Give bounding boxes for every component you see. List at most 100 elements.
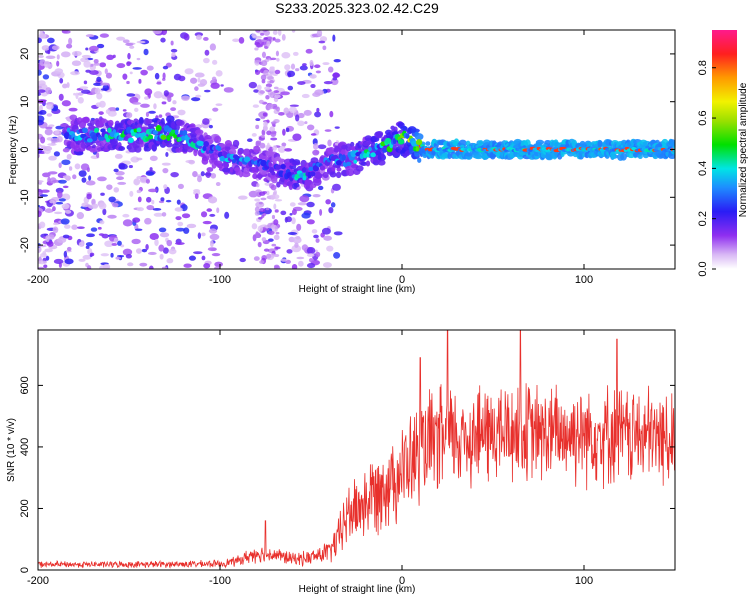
spectrogram-noise-cell [54,68,64,74]
spectrogram-noise-cell [256,84,262,91]
spectrogram-noise-cell [170,40,174,46]
spectrogram-noise-cell [145,111,150,117]
spectrogram-noise-cell [129,71,133,75]
spectrogram-noise-cell [223,87,234,93]
spectrogram-noise-cell [312,194,321,198]
spectrogram-noise-cell [197,83,206,87]
spectrogram-noise-cell [170,107,177,112]
spectrogram-noise-cell [289,104,299,107]
spectrogram-x-label: Height of straight line (km) [299,284,416,295]
spectrogram-ridge-halo [417,157,422,163]
spectrogram-noise-cell [261,79,266,84]
spectrogram-noise-cell [287,85,294,91]
spectrogram-noise-cell [49,200,55,204]
spectrogram-noise-cell [55,201,64,205]
spectrogram-noise-cell [141,248,148,253]
spectrogram-noise-cell [304,121,308,125]
spectrogram-y-tick-label: 10 [19,96,31,108]
spectrogram-ridge-halo [276,181,281,188]
spectrogram-noise-cell [295,114,300,122]
spectrogram-noise-cell [291,244,302,253]
spectrogram-ridge-halo [228,148,237,156]
spectrogram-noise-cell [83,60,91,68]
spectrogram-noise-cell [68,107,78,112]
spectrogram-noise-cell [122,219,133,227]
spectrogram-noise-cell [122,248,133,256]
spectrogram-noise-cell [146,196,152,203]
spectrogram-ridge-cell [93,127,99,134]
spectrogram-noise-cell [96,76,102,83]
spectrogram-ridge-cell [198,140,205,147]
spectrogram-noise-cell [212,107,219,112]
spectrogram-noise-cell [44,248,53,253]
spectrogram-noise-cell [76,212,85,220]
spectrogram-noise-cell [62,185,69,189]
spectrogram-noise-cell [66,153,72,160]
spectrogram-noise-cell [122,73,128,80]
spectrogram-noise-cell [97,176,107,182]
spectrogram-noise-cell [138,78,142,84]
spectrogram-noise-cell [170,48,178,53]
spectrogram-ridge-cell [253,156,258,162]
spectrogram-noise-cell [272,145,278,151]
spectrogram-ridge-halo [216,163,223,169]
spectrogram-ridge-cell [98,136,105,141]
spectrogram-noise-cell [158,244,165,252]
spectrogram-noise-cell [270,121,277,125]
spectrogram-ridge-cell [375,150,382,156]
spectrogram-noise-cell [260,74,267,81]
spectrogram-noise-cell [275,231,280,235]
spectrogram-noise-cell [211,253,221,257]
spectrogram-noise-cell [77,92,84,96]
spectrogram-ridge-cell [100,128,106,133]
spectrogram-noise-cell [175,227,186,232]
spectrogram-noise-cell [135,248,142,254]
spectrogram-noise-cell [287,70,296,77]
spectrogram-noise-cell [290,63,296,70]
spectrogram-noise-cell [220,84,224,87]
spectrogram-noise-cell [99,220,105,225]
spectrogram-noise-cell [262,112,268,117]
spectrogram-ridge-cell [86,138,93,143]
spectrogram-noise-cell [106,54,114,61]
spectrogram-noise-cell [94,87,101,95]
spectrogram-noise-cell [200,211,208,218]
snr-x-tick-label: 0 [399,575,405,587]
spectrogram-noise-cell [263,248,270,252]
spectrogram-noise-cell [301,244,309,251]
spectrogram-noise-cell [40,189,50,193]
spectrogram-noise-cell [64,258,74,265]
snr-y-tick-label: 200 [19,499,31,517]
spectrogram-noise-cell [275,106,281,112]
spectrogram-noise-cell [263,69,269,76]
spectrogram-ridge-halo [232,139,240,148]
spectrogram-noise-cell [132,102,142,105]
spectrogram-noise-cell [171,52,176,58]
spectrogram-noise-cell [136,40,146,44]
spectrogram-noise-cell [256,183,260,188]
spectrogram-noise-cell [305,48,313,54]
spectrogram-noise-cell [197,232,202,239]
spectrogram-noise-cell [288,106,297,114]
spectrogram-noise-cell [153,103,157,110]
spectrogram-noise-cell [333,59,341,63]
spectrogram-noise-cell [183,33,190,41]
spectrogram-ridge-halo [414,133,424,141]
spectrogram-noise-cell [58,198,66,202]
spectrogram-noise-cell [177,109,186,116]
spectrogram-noise-cell [58,179,67,184]
spectrogram-noise-cell [126,93,136,97]
spectrogram-noise-cell [270,184,277,191]
spectrogram-noise-cell [61,159,71,166]
spectrogram-noise-cell [275,246,281,250]
spectrogram-ridge-cell [392,137,397,145]
spectrogram-noise-cell [113,168,119,173]
spectrogram-noise-cell [47,176,51,184]
spectrogram-noise-cell [195,34,202,40]
spectrogram-noise-cell [117,240,122,246]
spectrogram-noise-cell [118,163,128,170]
spectrogram-noise-cell [168,248,177,255]
spectrogram-noise-cell [58,93,64,101]
spectrogram-ridge-cell [346,161,352,166]
spectrogram-ridge-halo [380,151,385,159]
